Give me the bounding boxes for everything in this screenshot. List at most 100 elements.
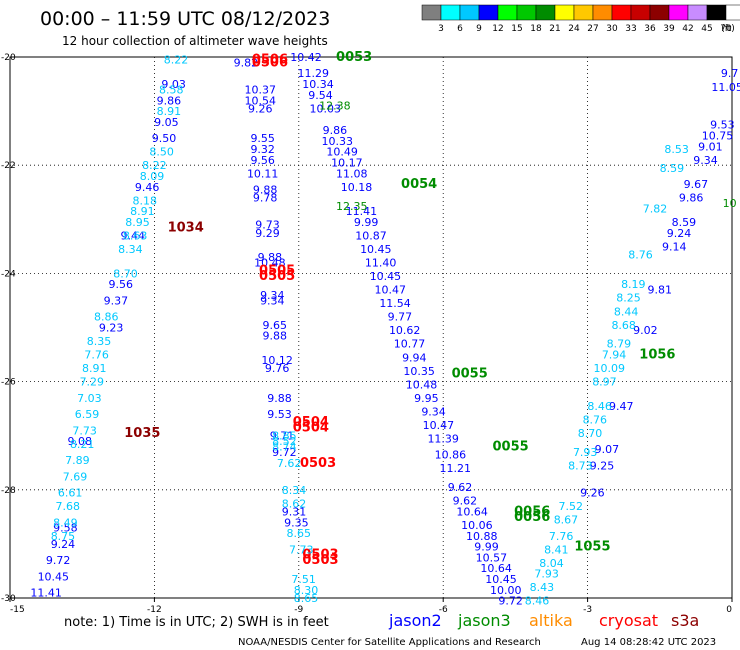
wave-height-label: 8.34 bbox=[282, 484, 307, 497]
wave-height-label: 10.57 bbox=[476, 551, 508, 564]
wave-height-label: 10.49 bbox=[326, 146, 358, 159]
wave-height-label: 8.76 bbox=[628, 248, 653, 261]
pass-id-label: 0055 bbox=[492, 440, 528, 455]
wave-height-label: 10.12 bbox=[261, 354, 293, 367]
legend-altika: altika bbox=[529, 611, 573, 630]
colorbar-swatch bbox=[611, 4, 632, 21]
colorbar-label: 45 bbox=[701, 24, 712, 34]
wave-height-label: 11.05 bbox=[711, 81, 740, 94]
wave-height-label: 9.07 bbox=[595, 443, 620, 456]
colorbar-label: 3 bbox=[438, 24, 444, 34]
x-tick-label: 0 bbox=[726, 605, 732, 615]
wave-height-label: 8.97 bbox=[592, 376, 617, 389]
wave-height-label: 9.34 bbox=[260, 294, 285, 307]
wave-height-label: 10.48 bbox=[406, 378, 438, 391]
wave-height-label: 9.34 bbox=[693, 154, 718, 167]
wave-height-label: 9.26 bbox=[580, 487, 605, 500]
wave-height-label: 10.42 bbox=[290, 51, 322, 64]
wave-height-label: 10.45 bbox=[38, 570, 70, 583]
wave-height-label: 9.88 bbox=[262, 330, 287, 343]
wave-height-label: 10.47 bbox=[423, 419, 455, 432]
wave-height-label: 7.82 bbox=[643, 202, 668, 215]
colorbar-swatch bbox=[478, 4, 499, 21]
wave-height-label: 9.7 bbox=[721, 67, 739, 80]
wave-height-label: 10.00 bbox=[490, 584, 522, 597]
wave-height-label: 8.53 bbox=[664, 143, 689, 156]
wave-height-label: 7.94 bbox=[602, 349, 627, 362]
wave-height-label: 9.56 bbox=[108, 278, 133, 291]
colorbar-swatch bbox=[573, 4, 594, 21]
wave-height-label: 9.86 bbox=[679, 192, 704, 205]
wave-height-label: 11.39 bbox=[427, 432, 459, 445]
wave-height-label: 7.76 bbox=[84, 349, 109, 362]
wave-height-label: 11.21 bbox=[439, 462, 471, 475]
footer-credit: NOAA/NESDIS Center for Satellite Applica… bbox=[238, 637, 541, 648]
wave-height-label: 9.29 bbox=[255, 227, 280, 240]
wave-height-label: 9.34 bbox=[421, 405, 446, 418]
colorbar-swatch bbox=[459, 4, 480, 21]
wave-height-label: 8.25 bbox=[616, 292, 641, 305]
data-labels: 9.03 9.86 9.05 9.50 9.46 9.44 9.56 9.37 9.23 9.08… bbox=[30, 50, 740, 608]
pass-id-label: 0503 bbox=[302, 548, 338, 563]
colorbar-label: 42 bbox=[682, 24, 693, 34]
wave-height-label: 9.47 bbox=[609, 400, 634, 413]
wave-height-label: 8.22 bbox=[164, 54, 189, 67]
wave-height-label: 10.62 bbox=[389, 324, 421, 337]
colorbar-label: 33 bbox=[625, 24, 636, 34]
wave-height-label: 8.49 bbox=[53, 516, 78, 529]
wave-height-label: 8.58 bbox=[159, 83, 184, 96]
wave-height-label: 9.95 bbox=[414, 392, 439, 405]
wave-height-label: 8.59 bbox=[660, 162, 685, 175]
wave-height-label: 9.35 bbox=[284, 516, 309, 529]
wave-height-label: 8.09 bbox=[140, 170, 165, 183]
wave-height-label: 9.65 bbox=[262, 319, 287, 332]
wave-height-label: 8.22 bbox=[142, 159, 167, 172]
pass-id-label: 0505 bbox=[259, 269, 295, 284]
wave-height-label: 9.73 bbox=[255, 219, 280, 232]
pass-id-label: 0055 bbox=[452, 366, 488, 381]
wave-height-label: 11.54 bbox=[379, 297, 411, 310]
wave-height-label: 10.64 bbox=[456, 505, 488, 518]
wave-height-label: 8.18 bbox=[133, 194, 158, 207]
wave-height-label: 8.73 bbox=[568, 459, 593, 472]
wave-height-label: 10.75 bbox=[702, 129, 734, 142]
colorbar-label: 39 bbox=[663, 24, 675, 34]
x-tick-label: -6 bbox=[439, 605, 448, 615]
wave-height-label: 9.71 bbox=[270, 430, 295, 443]
wave-height-label: 7.89 bbox=[65, 454, 90, 467]
wave-height-label: 9.08 bbox=[68, 435, 93, 448]
y-tick-label: -26 bbox=[1, 378, 16, 388]
colorbar-swatch bbox=[516, 4, 537, 21]
wave-height-label: 10.64 bbox=[480, 562, 512, 575]
wave-height-label: 11.41 bbox=[30, 587, 62, 600]
wave-height-label: 9.44 bbox=[120, 230, 145, 243]
wave-height-label: 9.02 bbox=[633, 324, 658, 337]
colorbar-label: 12 bbox=[492, 24, 503, 34]
y-tick-label: -22 bbox=[1, 161, 16, 171]
colorbar-swatch bbox=[592, 4, 613, 21]
pass-id-label: 0056 bbox=[514, 504, 550, 519]
wave-height-label: 7.93 bbox=[534, 568, 559, 581]
wave-height-label: 9.14 bbox=[662, 240, 687, 253]
wave-height-label: 9.24 bbox=[51, 538, 76, 551]
wave-height-label: 10.47 bbox=[375, 284, 407, 297]
legend-jason3: jason3 bbox=[457, 611, 511, 630]
wave-height-label: 8.79 bbox=[607, 338, 632, 351]
plot-grid bbox=[10, 57, 732, 598]
axis-ticks: -15 -12 -9 -6 -3 0-20-22-24-26-28-30 bbox=[1, 53, 733, 615]
colorbar-swatch bbox=[421, 4, 442, 21]
wave-height-label: 10.09 bbox=[594, 362, 626, 375]
colorbar-label: 18 bbox=[530, 24, 542, 34]
pass-id-label: 0506 bbox=[252, 55, 288, 70]
colorbar-swatch bbox=[649, 4, 670, 21]
wave-height-label: 9.31 bbox=[282, 505, 307, 518]
wave-height-label: 9.81 bbox=[648, 284, 673, 297]
wave-height-label: 12.38 bbox=[319, 100, 351, 113]
wave-height-label: 9.23 bbox=[99, 322, 124, 335]
wave-height-label: 8.74 bbox=[272, 441, 297, 454]
wave-height-label: 10 bbox=[723, 197, 737, 210]
wave-height-label: 8.67 bbox=[554, 514, 579, 527]
wave-height-label: 7.68 bbox=[56, 500, 81, 513]
plot-frame bbox=[9, 56, 733, 599]
wave-height-label: 8.50 bbox=[149, 146, 174, 159]
